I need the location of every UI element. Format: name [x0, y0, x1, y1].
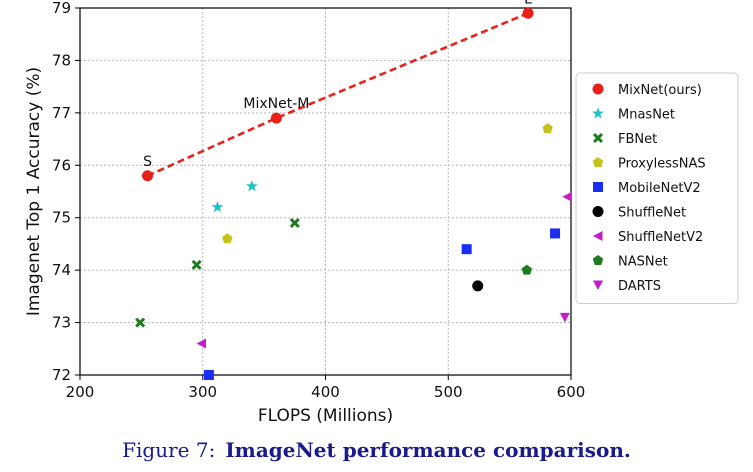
shufflenet-legend-marker	[592, 206, 604, 217]
shufflenetv2-point	[196, 338, 207, 349]
x-tick-label: 400	[311, 383, 340, 401]
point-label: S	[143, 154, 152, 170]
mobilenetv2-point	[203, 370, 214, 380]
y-tick-label: 75	[52, 209, 71, 227]
x-tick-label: 600	[557, 383, 586, 401]
darts-point	[559, 312, 570, 323]
shufflenetv2-point	[562, 191, 572, 202]
shufflenet-point	[472, 280, 484, 292]
mixnet-ours-point	[142, 170, 154, 182]
legend-entry: DARTS	[618, 279, 661, 294]
y-tick-label: 79	[52, 0, 71, 17]
y-axis-label: Imagenet Top 1 Accuracy (%)	[24, 67, 44, 316]
mnasnet-legend-marker	[592, 107, 604, 119]
data-points	[135, 7, 572, 380]
plot-frame	[79, 7, 572, 376]
legend-entry: FBNet	[618, 132, 657, 147]
figure-label: Figure 7:	[122, 438, 216, 462]
legend-box	[575, 72, 739, 304]
figure-caption: Figure 7: ImageNet performance comparison…	[0, 438, 753, 462]
fbnet-point	[289, 217, 300, 228]
y-tick-label: 74	[52, 261, 71, 279]
y-tick-label: 77	[52, 104, 71, 122]
x-tick-label: 300	[188, 383, 217, 401]
mobilenetv2-point	[461, 244, 472, 255]
figure-title: ImageNet performance comparison.	[225, 438, 631, 462]
y-tick-label: 72	[52, 366, 71, 384]
nasnet-legend-marker	[592, 255, 604, 265]
x-tick-label: 500	[434, 383, 463, 401]
grid	[79, 7, 572, 376]
chart: 200 300 400 500 600 72 73 74 75 76 77 78 79 S MixNet-…	[24, 0, 739, 426]
legend-entry: MnasNet	[618, 108, 675, 123]
nasnet-point	[521, 264, 533, 275]
mobilenetv2-legend-marker	[593, 182, 603, 192]
y-tick-label: 78	[52, 51, 71, 69]
mixnet-ours-legend-marker	[592, 83, 604, 95]
legend-entry: MobileNetV2	[618, 181, 701, 196]
mixnet-trend-line	[146, 12, 529, 177]
y-tick-label: 73	[52, 314, 71, 332]
point-annotations: S MixNet-M L	[143, 0, 532, 170]
fbnet-point	[135, 317, 146, 328]
legend: MixNet(ours) MnasNet FBNet ProxylessNAS Mobi…	[575, 72, 739, 304]
x-tick-label: 200	[66, 383, 95, 401]
fbnet-point	[191, 259, 202, 270]
legend-entry: MixNet(ours)	[618, 83, 702, 98]
legend-entry: ShuffleNetV2	[618, 230, 703, 245]
proxylessnas-point	[542, 123, 553, 134]
legend-entry: ProxylessNAS	[618, 157, 706, 172]
mnasnet-point	[211, 200, 224, 213]
mnasnet-point	[245, 180, 258, 192]
mixnet-ours-point	[270, 112, 282, 124]
point-label: MixNet-M	[243, 96, 309, 112]
proxylessnas-point	[222, 233, 233, 244]
point-label: L	[524, 0, 532, 7]
legend-entry: NASNet	[618, 255, 668, 270]
axis-ticks: 200 300 400 500 600 72 73 74 75 76 77 78 79	[52, 0, 585, 401]
y-tick-label: 76	[52, 156, 71, 174]
fbnet-legend-marker	[593, 133, 603, 143]
darts-legend-marker	[593, 280, 603, 290]
x-axis-label: FLOPS (Millions)	[258, 406, 393, 426]
trend-line	[146, 12, 529, 177]
mixnet-ours-point	[522, 7, 534, 19]
proxylessnas-legend-marker	[592, 157, 604, 167]
mobilenetv2-point	[550, 228, 561, 239]
legend-entry: ShuffleNet	[618, 206, 686, 221]
shufflenetv2-legend-marker	[593, 231, 603, 241]
